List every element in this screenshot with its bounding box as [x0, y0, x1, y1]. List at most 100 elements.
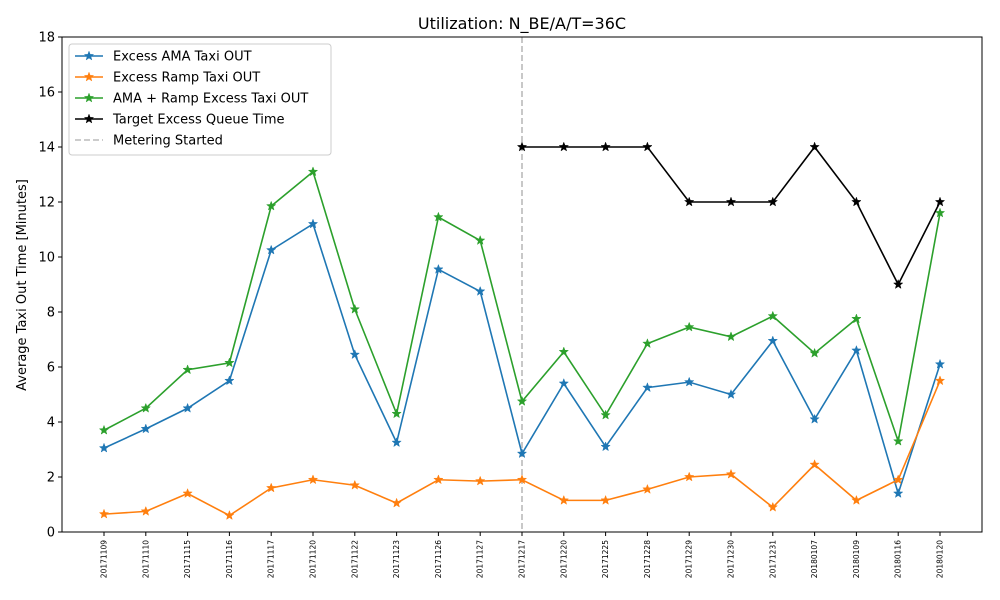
data-point [892, 474, 904, 485]
x-tick-label: 20180107 [810, 540, 819, 578]
data-point [851, 344, 862, 355]
data-point [851, 494, 862, 505]
legend-label: Target Excess Queue Time [112, 113, 285, 128]
y-tick-label: 0 [47, 526, 55, 541]
data-point [892, 278, 904, 289]
data-point [98, 424, 110, 435]
data-point [558, 494, 570, 505]
legend-marker [83, 113, 95, 124]
y-tick-label: 2 [47, 471, 55, 486]
data-point [140, 505, 152, 516]
data-point [934, 375, 946, 386]
y-tick-label: 12 [38, 196, 55, 211]
data-point [683, 471, 695, 482]
legend-marker [83, 71, 95, 82]
chart-title: Utilization: N_BE/A/T=36C [418, 14, 626, 34]
data-point [767, 310, 779, 321]
data-point [725, 196, 737, 207]
x-tick-label: 20180109 [852, 540, 861, 578]
data-point [558, 141, 570, 152]
x-tick-label: 20171126 [434, 540, 443, 578]
x-tick-label: 20171225 [601, 540, 610, 578]
data-point [851, 196, 862, 207]
series-line [522, 145, 941, 287]
x-tick-label: 20171109 [100, 540, 109, 578]
y-tick-label: 8 [47, 306, 55, 321]
data-point [683, 196, 695, 207]
x-tick-label: 20171117 [267, 540, 276, 578]
data-point [516, 395, 528, 406]
x-tick-label: 20171230 [727, 540, 736, 578]
data-point [892, 435, 904, 446]
data-point [391, 408, 402, 419]
data-point [224, 357, 235, 368]
data-point [433, 211, 444, 222]
data-point [809, 141, 820, 152]
data-point [725, 388, 737, 399]
legend-label: Excess AMA Taxi OUT [113, 50, 252, 65]
data-point [349, 479, 361, 490]
data-point [767, 335, 779, 346]
data-point [934, 358, 946, 369]
data-point [474, 234, 486, 245]
series-1 [98, 375, 946, 520]
data-point [224, 375, 235, 386]
data-point [683, 321, 695, 332]
data-point [474, 285, 486, 296]
data-point [892, 487, 904, 498]
x-tick-label: 20171123 [392, 540, 401, 578]
data-point [558, 377, 570, 388]
data-point [642, 141, 653, 152]
x-tick-label: 20171115 [183, 540, 192, 578]
x-tick-label: 20171122 [350, 540, 359, 578]
data-point [140, 402, 152, 413]
data-point [474, 475, 486, 486]
data-point [725, 468, 737, 479]
data-point [265, 200, 277, 211]
legend-label: Metering Started [113, 134, 223, 149]
legend-marker [83, 50, 95, 61]
data-point [516, 141, 528, 152]
x-tick-label: 20171120 [309, 540, 318, 578]
data-point [182, 402, 193, 413]
data-point [851, 313, 862, 324]
data-point [809, 347, 820, 358]
x-tick-label: 20180120 [936, 540, 945, 578]
data-point [642, 382, 653, 393]
x-tick-label: 20171217 [518, 540, 527, 578]
x-tick-label: 20171231 [768, 540, 777, 578]
plot-area [98, 37, 946, 532]
data-point [265, 244, 277, 255]
data-point [600, 494, 611, 505]
data-point [182, 487, 193, 498]
data-point [98, 442, 110, 453]
legend-label: Excess Ramp Taxi OUT [113, 71, 260, 86]
series-0 [98, 218, 946, 498]
series-3 [516, 141, 946, 289]
data-point [934, 196, 946, 207]
y-tick-label: 6 [47, 361, 55, 376]
data-point [809, 413, 820, 424]
data-point [683, 376, 695, 387]
x-tick-label: 20171220 [559, 540, 568, 578]
data-point [642, 338, 653, 349]
legend-marker [83, 92, 95, 103]
y-tick-label: 16 [38, 86, 55, 101]
x-tick-label: 20171229 [685, 540, 694, 578]
y-tick-label: 18 [38, 31, 55, 46]
data-point [600, 441, 611, 452]
y-tick-label: 10 [38, 251, 55, 266]
data-point [182, 364, 193, 375]
data-point [349, 349, 361, 360]
data-point [558, 346, 570, 357]
data-point [224, 509, 235, 520]
series-2 [98, 166, 946, 446]
data-point [98, 508, 110, 519]
data-point [307, 474, 319, 485]
data-point [809, 459, 820, 470]
data-point [934, 207, 946, 218]
data-point [265, 482, 277, 493]
x-tick-label: 20171116 [225, 540, 234, 578]
data-point [516, 474, 528, 485]
data-point [307, 218, 319, 229]
